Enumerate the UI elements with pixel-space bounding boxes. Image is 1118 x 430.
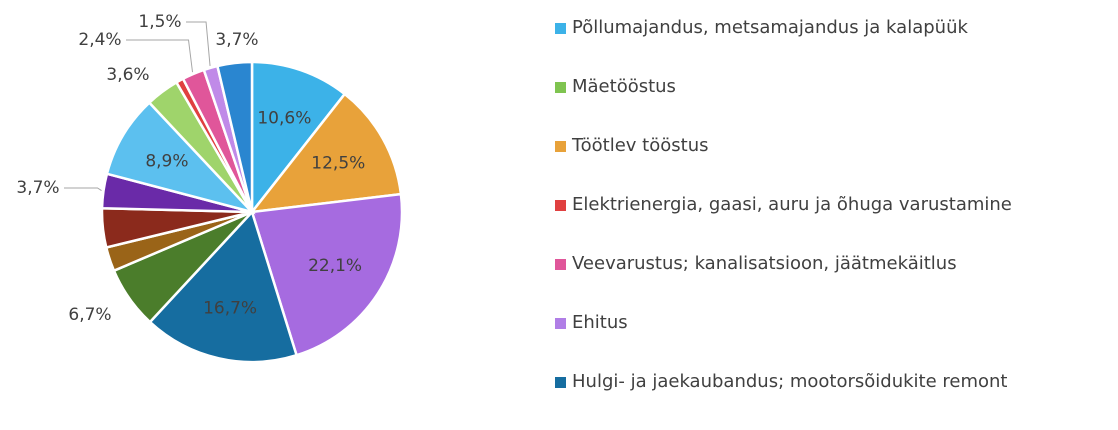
legend-label: Põllumajandus, metsamajandus ja kalapüük	[572, 17, 968, 38]
leader-line	[64, 187, 102, 192]
pie-area: 10,6% 12,5% 22,1% 16,7% 6,7% 3,7% 8,9% 3,6% 2,4%…	[16, 12, 404, 364]
legend-label: Ehitus	[572, 312, 628, 333]
legend-item: Põllumajandus, metsamajandus ja kalapüük	[555, 14, 1118, 73]
legend-item: Ehitus	[555, 309, 1118, 368]
legend: Põllumajandus, metsamajandus ja kalapüük…	[555, 14, 1118, 427]
legend-swatch	[555, 377, 566, 388]
data-label: 3,6%	[106, 65, 149, 85]
legend-label: Veevarustus; kanalisatsioon, jäätmekäitl…	[572, 253, 957, 274]
legend-item: Hulgi- ja jaekaubandus; mootorsõidukite …	[555, 368, 1025, 427]
leader-line	[186, 21, 211, 66]
data-label: 6,7%	[68, 305, 111, 325]
legend-swatch	[555, 23, 566, 34]
leader-line	[126, 39, 194, 73]
legend-swatch	[555, 141, 566, 152]
legend-label: Elektrienergia, gaasi, auru ja õhuga var…	[572, 194, 1012, 215]
legend-item: Elektrienergia, gaasi, auru ja õhuga var…	[555, 191, 1118, 250]
legend-label: Töötlev tööstus	[572, 135, 709, 156]
data-label: 12,5%	[311, 153, 365, 173]
data-label: 3,7%	[215, 30, 258, 50]
legend-label: Hulgi- ja jaekaubandus; mootorsõidukite …	[572, 371, 1008, 392]
data-label: 16,7%	[203, 299, 257, 319]
pie-slice	[250, 60, 347, 216]
data-label: 2,4%	[78, 30, 121, 50]
legend-item: Veevarustus; kanalisatsioon, jäätmekäitl…	[555, 250, 1118, 309]
pie-slice	[105, 100, 256, 215]
legend-swatch	[555, 318, 566, 329]
legend-item: Mäetööstus	[555, 73, 1118, 132]
legend-item: Töötlev tööstus	[555, 132, 1118, 191]
legend-swatch	[555, 200, 566, 211]
data-label: 1,5%	[138, 12, 181, 32]
data-label: 10,6%	[257, 108, 311, 128]
data-label: 3,7%	[16, 178, 59, 198]
legend-label: Mäetööstus	[572, 76, 676, 97]
legend-swatch	[555, 259, 566, 270]
pie-slice	[249, 92, 403, 214]
pie-slice	[148, 209, 299, 364]
pie-slice	[215, 60, 254, 213]
pie-slice	[250, 192, 404, 357]
data-label: 22,1%	[308, 256, 362, 276]
data-label: 8,9%	[145, 151, 188, 171]
legend-swatch	[555, 82, 566, 93]
